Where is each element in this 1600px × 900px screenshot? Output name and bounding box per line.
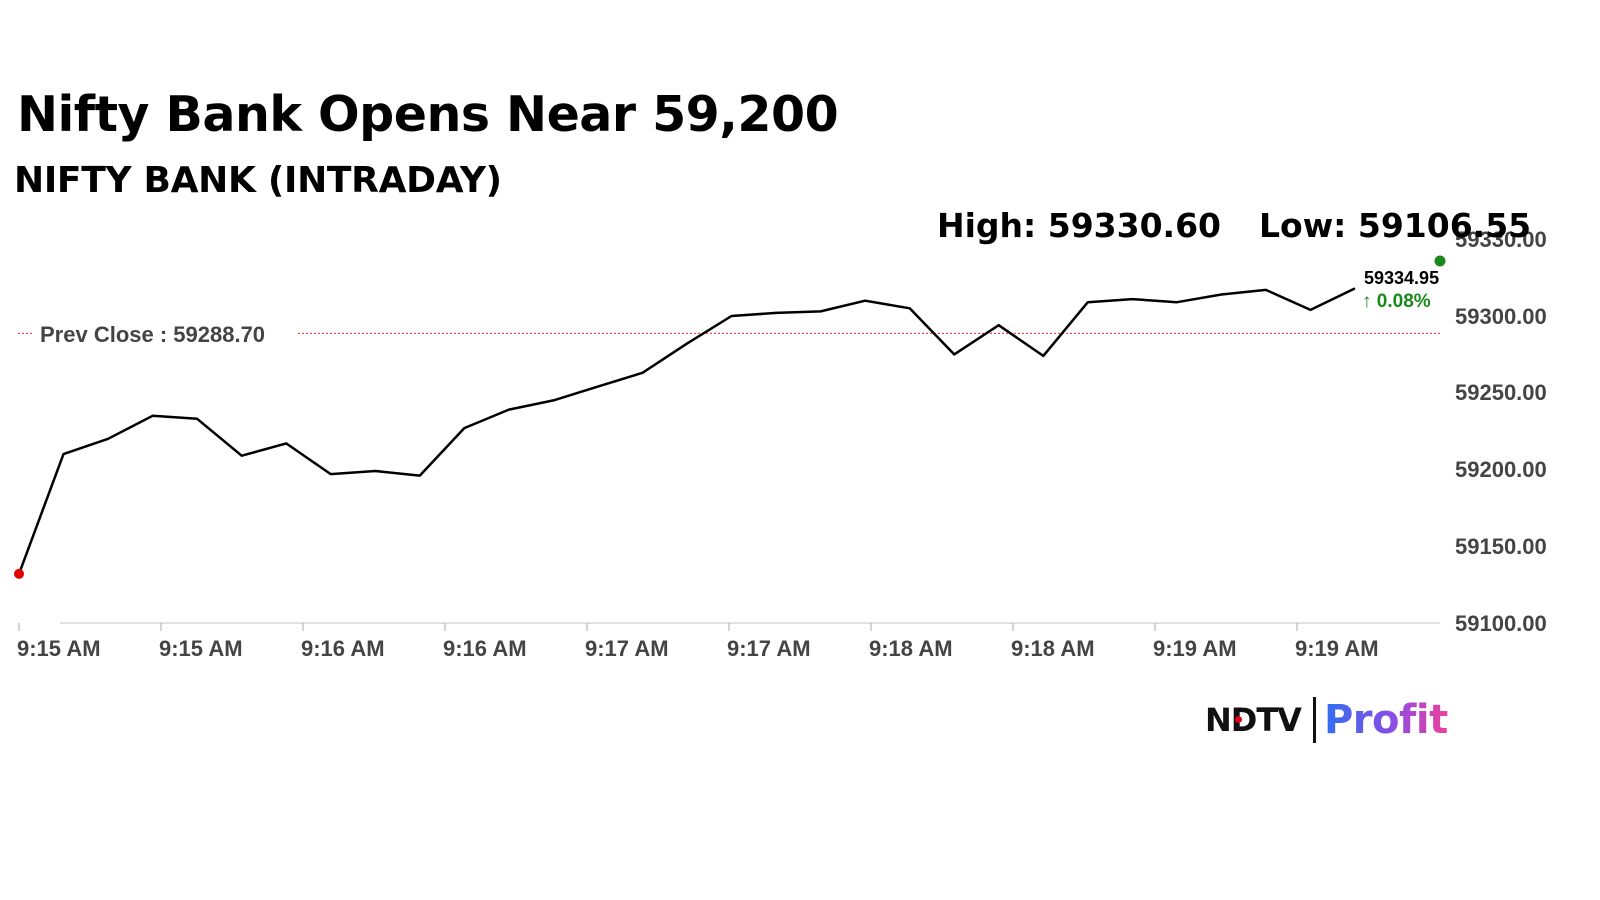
x-tick-label: 9:16 AM	[301, 636, 385, 661]
x-tick-label: 9:17 AM	[585, 636, 669, 661]
chart-title: Nifty Bank Opens Near 59,200	[17, 86, 839, 143]
x-axis-ticks: 9:15 AM 9:15 AM 9:16 AM 9:16 AM 9:17 AM 9:17 …	[17, 623, 1379, 661]
x-tick-label: 9:18 AM	[1011, 636, 1095, 661]
prev-close-label: Prev Close : 59288.70	[40, 322, 265, 347]
x-tick-label: 9:17 AM	[727, 636, 811, 661]
end-point-marker	[1434, 255, 1446, 267]
prev-close-label-bg	[34, 318, 296, 348]
x-tick-label: 9:15 AM	[17, 636, 101, 661]
start-point-marker	[14, 568, 24, 579]
x-tick-label: 9:19 AM	[1295, 636, 1379, 661]
low-value: Low: 59106.55	[1259, 206, 1532, 245]
y-axis-ticks: 59100.00 59150.00 59200.00 59250.00 59300.00…	[1455, 227, 1547, 636]
ndtv-profit-logo: NDTV Profit	[1205, 695, 1448, 745]
x-tick-label: 9:19 AM	[1153, 636, 1237, 661]
y-tick-label: 59250.00	[1455, 380, 1547, 405]
y-tick-label: 59100.00	[1455, 611, 1547, 636]
price-line	[17, 287, 1356, 575]
y-tick-label: 59300.00	[1455, 304, 1547, 329]
profit-wordmark: Profit	[1323, 697, 1448, 743]
x-tick-label: 9:16 AM	[443, 636, 527, 661]
chart-subtitle: NIFTY BANK (INTRADAY)	[14, 160, 502, 201]
logo-divider	[1312, 697, 1316, 743]
x-tick-label: 9:18 AM	[869, 636, 953, 661]
y-tick-label: 59150.00	[1455, 534, 1547, 559]
y-tick-label: 59330.00	[1455, 227, 1547, 252]
last-price-change: ↑ 0.08%	[1362, 291, 1431, 312]
ndtv-wordmark: NDTV	[1205, 701, 1302, 739]
logo-dot	[1235, 716, 1242, 723]
last-price-value: 59334.95	[1364, 268, 1439, 288]
y-tick-label: 59200.00	[1455, 457, 1547, 482]
high-value: High: 59330.60	[937, 206, 1221, 245]
x-tick-label: 9:15 AM	[159, 636, 243, 661]
